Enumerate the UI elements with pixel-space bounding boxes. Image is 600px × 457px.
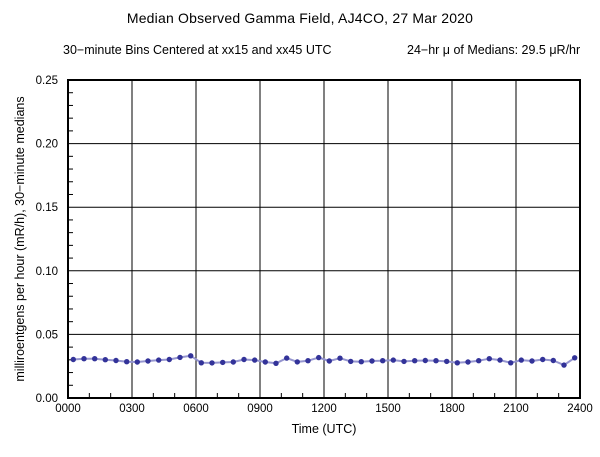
median-data-point [198,360,204,366]
median-data-point [209,360,215,366]
median-data-point [188,353,194,359]
median-data-point [412,358,418,364]
median-data-point [444,358,450,365]
x-tick-label: 0300 [119,403,145,415]
y-tick-label: 0.25 [36,75,58,87]
median-data-point [561,362,567,368]
y-tick-label: 0.20 [36,139,58,151]
median-data-point [70,356,77,363]
y-tick-label: 0.00 [36,393,58,405]
median-data-point [145,358,151,364]
median-data-point [572,355,578,361]
x-tick-label: 1500 [375,403,401,415]
x-tick-label: 1800 [439,403,465,415]
median-data-point [540,356,546,363]
median-data-point [156,357,162,363]
x-tick-label: 2400 [567,403,593,415]
median-data-point [337,355,343,361]
median-data-point [529,358,535,364]
median-data-point [241,356,247,363]
chart-subtitle-mean: 24−hr μ of Medians: 29.5 μR/hr [407,43,581,57]
x-tick-label: 1200 [311,403,337,415]
median-data-point [550,357,556,364]
median-data-point [401,358,407,365]
chart-subtitle-bins: 30−minute Bins Centered at xx15 and xx45… [63,43,332,57]
median-data-point [326,358,332,364]
median-data-point [124,359,130,365]
median-data-point [262,359,268,365]
median-data-point [220,359,226,366]
x-tick-label: 2100 [503,403,529,415]
y-tick-label: 0.15 [36,202,58,214]
median-data-point [518,357,524,363]
median-data-point [230,359,236,365]
median-data-point [81,356,87,362]
x-tick-label: 0900 [247,403,273,415]
x-tick-label: 0600 [183,403,209,415]
median-data-point [284,355,290,361]
median-data-point [465,359,471,365]
median-data-point [316,354,322,361]
median-data-point [294,359,300,365]
median-data-point [390,357,396,363]
y-tick-label: 0.10 [36,266,58,278]
median-data-point [380,358,386,364]
median-data-point [113,357,119,364]
median-data-point [422,357,428,364]
plot-border [67,79,581,399]
median-data-point [454,360,460,366]
median-data-point [102,357,109,363]
median-data-point [358,359,364,365]
median-data-point [497,357,503,363]
median-data-point [177,354,183,361]
median-data-point [486,356,492,362]
median-data-point [508,360,514,366]
median-data-point [305,358,311,364]
chart-title: Median Observed Gamma Field, AJ4CO, 27 M… [126,10,474,26]
median-data-point [166,356,172,363]
median-data-point [92,356,98,362]
median-data-point [476,358,482,364]
x-axis-label: Time (UTC) [291,422,357,436]
median-data-point [348,358,354,365]
x-tick-label: 0000 [55,403,81,415]
median-data-point [273,360,279,366]
y-tick-label: 0.05 [36,329,58,341]
median-data-point [252,357,258,363]
median-data-point [433,358,439,364]
median-data-point [369,358,375,364]
median-data-point [134,359,140,365]
